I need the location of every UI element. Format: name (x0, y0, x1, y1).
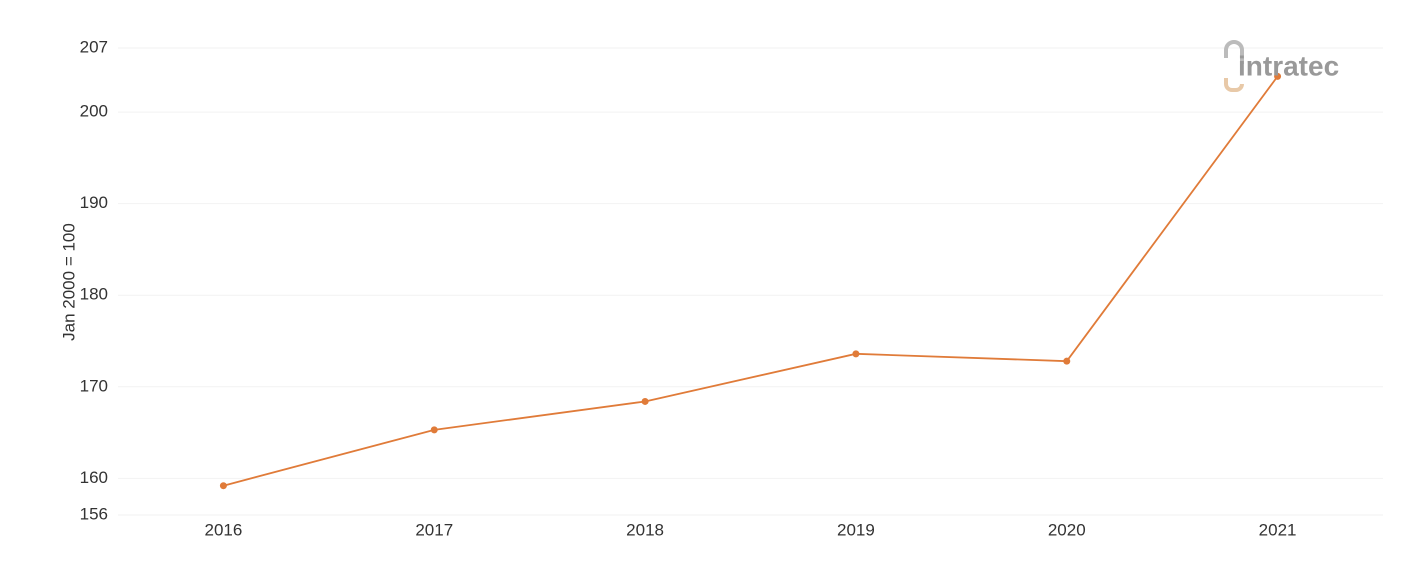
plot: 156 160 170 180 190 200 207 2016 2017 2018 2019 202… (80, 37, 1383, 539)
point (1274, 72, 1282, 80)
point (430, 426, 438, 434)
y-tick-label: 170 (80, 376, 108, 395)
y-axis-label: Jan 2000 = 100 (59, 223, 78, 341)
x-tick-label: 2021 (1259, 520, 1297, 539)
x-tick-label: 2016 (205, 520, 243, 539)
y-tick-label: 190 (80, 193, 108, 212)
line (223, 75, 1279, 487)
x-tick-label: 2019 (837, 520, 875, 539)
y-tick-label: 156 (80, 504, 108, 523)
point (852, 350, 860, 358)
x-tick-label: 2018 (626, 520, 664, 539)
point (219, 482, 227, 490)
y-tick-label: 207 (80, 37, 108, 56)
logo-icon (1224, 40, 1244, 64)
y-tick-label: 180 (80, 285, 108, 304)
y-tick-label: 160 (80, 468, 108, 487)
logo: intratec (1224, 40, 1339, 92)
point (1063, 357, 1071, 365)
x-tick-label: 2020 (1048, 520, 1086, 539)
logo-text: intratec (1238, 50, 1339, 81)
point (641, 397, 649, 405)
logo-icon (1224, 78, 1244, 92)
y-tick-label: 200 (80, 102, 108, 121)
x-tick-label: 2017 (415, 520, 453, 539)
